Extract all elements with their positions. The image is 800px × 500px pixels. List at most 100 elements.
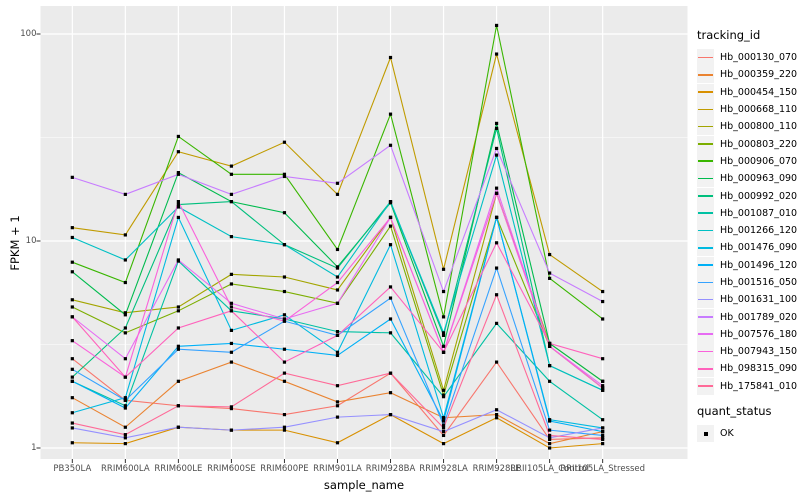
data-point — [494, 121, 499, 125]
legend-item-Hb_007943_150: Hb_007943_150 — [697, 343, 799, 361]
data-point — [388, 317, 393, 321]
data-point — [335, 441, 340, 445]
data-point — [70, 226, 74, 230]
data-point — [441, 350, 446, 354]
data-point — [70, 357, 74, 361]
data-point — [388, 143, 393, 147]
data-point — [494, 146, 499, 151]
legend-item-Hb_000906_070: Hb_000906_070 — [697, 152, 799, 170]
data-point — [388, 412, 393, 417]
data-point — [70, 441, 74, 445]
data-point — [494, 416, 499, 420]
data-point — [388, 55, 393, 60]
data-point — [176, 309, 180, 313]
data-point — [176, 347, 180, 351]
legend-key-swatch — [697, 101, 714, 119]
data-point — [335, 330, 340, 334]
data-point — [494, 23, 499, 28]
legend-key-line — [698, 333, 713, 335]
data-point — [70, 298, 74, 302]
legend-item-label: Hb_000130_070 — [720, 52, 798, 64]
data-point — [494, 241, 499, 245]
data-point — [229, 235, 234, 239]
legend-item-label: Hb_000803_220 — [720, 138, 798, 150]
legend-item-Hb_000130_070: Hb_000130_070 — [697, 49, 799, 67]
data-point — [335, 288, 340, 292]
data-point — [601, 386, 605, 390]
data-point — [229, 192, 234, 196]
legend-item-label: Hb_007576_180 — [720, 328, 798, 340]
data-point — [601, 357, 605, 361]
data-point — [70, 375, 74, 379]
legend-item-Hb_000963_090: Hb_000963_090 — [697, 170, 799, 188]
legend-key-line — [698, 316, 713, 318]
quant-legend-items: OK — [697, 425, 799, 443]
data-point — [123, 404, 127, 408]
legend-item-Hb_000803_220: Hb_000803_220 — [697, 135, 799, 153]
data-point — [176, 258, 180, 262]
data-point — [548, 436, 552, 440]
data-point — [335, 181, 340, 185]
data-point — [123, 258, 127, 262]
x-tick-label-RRIM600PE: RRIM600PE — [260, 464, 309, 474]
data-point — [335, 333, 340, 337]
legend-item-label: Hb_001789_020 — [720, 311, 798, 323]
legend-item-label: Hb_098315_090 — [720, 363, 798, 375]
x-tick-label-RRIM600SE: RRIM600SE — [207, 464, 256, 474]
data-point — [441, 289, 446, 294]
legend-item-Hb_000800_110: Hb_000800_110 — [697, 118, 799, 136]
data-point — [548, 341, 552, 346]
legend-item-Hb_007576_180: Hb_007576_180 — [697, 325, 799, 343]
legend-title-tracking-id: tracking_id — [697, 28, 761, 42]
data-point — [388, 331, 393, 335]
data-point — [282, 140, 287, 144]
legend-key-swatch — [697, 291, 714, 309]
panel-background — [40, 6, 688, 459]
data-point — [70, 339, 74, 343]
data-point — [176, 326, 180, 330]
data-point — [229, 341, 234, 346]
data-point — [441, 395, 446, 399]
data-point — [123, 425, 127, 429]
data-point — [494, 266, 499, 270]
data-point — [176, 171, 180, 175]
legend-key-line — [698, 143, 713, 145]
quant-legend-point-marker — [703, 431, 708, 436]
data-point — [176, 205, 180, 209]
data-point — [229, 164, 234, 168]
data-point — [494, 412, 499, 417]
data-point — [601, 437, 605, 442]
legend-item-label: Hb_000963_090 — [720, 173, 798, 185]
data-point — [229, 301, 234, 305]
legend-item-Hb_001516_050: Hb_001516_050 — [697, 274, 799, 291]
data-point — [70, 260, 74, 264]
data-point — [123, 442, 127, 446]
data-point — [282, 313, 287, 317]
data-point — [123, 436, 127, 440]
data-point — [335, 192, 340, 196]
data-point — [123, 280, 127, 285]
data-point — [388, 243, 393, 247]
data-point — [601, 317, 605, 321]
legend-key-line — [698, 177, 713, 180]
legend-item-label: Hb_001631_100 — [720, 294, 798, 306]
data-point — [548, 442, 552, 446]
legend-item-Hb_000454_150: Hb_000454_150 — [697, 83, 799, 101]
data-point — [282, 317, 287, 321]
legend-item-label: Hb_000906_070 — [720, 155, 798, 167]
data-point — [494, 153, 499, 157]
data-point — [548, 364, 552, 368]
data-point — [123, 192, 127, 196]
data-point — [441, 426, 446, 430]
data-point — [601, 436, 605, 440]
legend-item-Hb_001631_100: Hb_001631_100 — [697, 291, 799, 309]
data-point — [176, 404, 180, 408]
data-point — [123, 375, 127, 379]
data-point — [335, 384, 340, 388]
y-axis-title: FPKM + 1 — [8, 215, 22, 271]
data-point — [441, 388, 446, 392]
data-point — [441, 433, 446, 438]
data-point — [494, 321, 499, 325]
data-point — [548, 379, 552, 383]
data-point — [335, 400, 340, 404]
